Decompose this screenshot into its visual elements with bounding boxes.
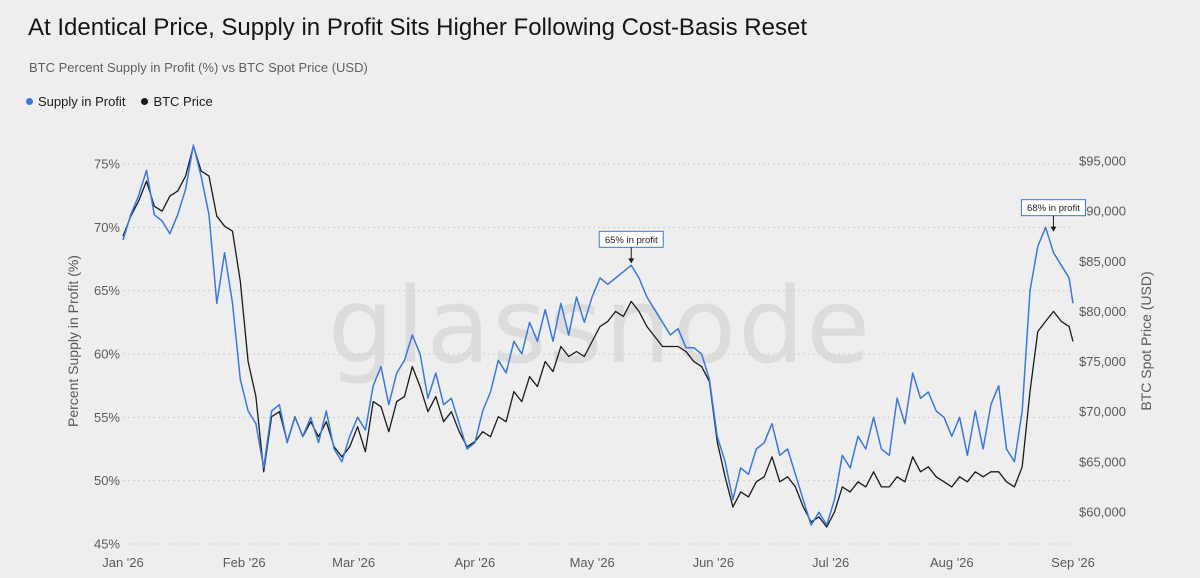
- series-group: [122, 144, 1074, 528]
- legend-marker-btc-price: [141, 98, 149, 105]
- x-axis-ticks: Jan '26 Feb '26 Mar '26 Apr '26 May '26 Jun '…: [102, 555, 1095, 570]
- watermark-glassnode: glassnode: [328, 265, 873, 387]
- x-tick-label: Apr '26: [454, 555, 495, 570]
- right-tick-label: $65,000: [1079, 454, 1126, 469]
- x-tick-label: Sep '26: [1051, 555, 1095, 570]
- x-tick-label: Jan '26: [102, 555, 144, 570]
- left-tick-label: 45%: [94, 537, 120, 552]
- left-tick-label: 60%: [94, 347, 120, 362]
- chart-subtitle: BTC Percent Supply in Profit (%) vs BTC …: [29, 60, 368, 75]
- chart-title: At Identical Price, Supply in Profit Sit…: [28, 14, 807, 41]
- grid-lines: [123, 163, 1073, 545]
- legend-item-btc-price[interactable]: BTC Price: [141, 94, 213, 109]
- legend-item-supply-in-profit[interactable]: Supply in Profit: [26, 94, 125, 109]
- annotation-arrowhead: [628, 258, 635, 264]
- x-tick-label: Aug '26: [930, 555, 974, 570]
- x-tick-label: Jun '26: [693, 555, 735, 570]
- left-tick-label: 65%: [94, 283, 120, 298]
- x-tick-label: May '26: [570, 555, 615, 570]
- annotation-label: 68% in profit: [1027, 203, 1080, 214]
- series-line-btc-price: [122, 145, 1074, 528]
- annotation: 65% in profit: [598, 230, 664, 264]
- right-axis-ticks: $60,000 $65,000 $70,000 $75,000 $80,000 $85,0…: [1079, 154, 1126, 520]
- legend-label-btc-price: BTC Price: [153, 94, 213, 109]
- left-axis-title: Percent Supply in Profit (%): [65, 255, 81, 427]
- legend-label-supply-in-profit: Supply in Profit: [38, 94, 126, 109]
- x-tick-label: Feb '26: [223, 555, 266, 570]
- series-line-supply-in-profit: [122, 144, 1074, 526]
- right-tick-label: $80,000: [1079, 304, 1126, 319]
- left-tick-label: 55%: [94, 410, 120, 425]
- right-tick-label: $75,000: [1079, 354, 1126, 369]
- right-axis-title: BTC Spot Price (USD): [1138, 271, 1154, 410]
- annotation-arrowhead: [1050, 226, 1057, 232]
- annotation: 68% in profit: [1020, 199, 1086, 232]
- annotation-label: 65% in profit: [605, 235, 658, 246]
- left-tick-label: 70%: [94, 220, 120, 235]
- legend: Supply in Profit BTC Price: [26, 94, 213, 109]
- right-tick-label: $60,000: [1079, 504, 1126, 519]
- left-tick-label: 50%: [94, 473, 120, 488]
- right-tick-label: $85,000: [1079, 254, 1126, 269]
- legend-marker-supply-in-profit: [26, 98, 33, 105]
- left-tick-label: 75%: [94, 157, 120, 172]
- x-tick-label: Jul '26: [812, 555, 849, 570]
- left-axis-ticks: 45% 50% 55% 60% 65% 70% 75%: [94, 157, 120, 552]
- x-tick-label: Mar '26: [332, 555, 375, 570]
- right-tick-label: $70,000: [1079, 404, 1126, 419]
- right-tick-label: $90,000: [1079, 204, 1126, 219]
- right-tick-label: $95,000: [1079, 154, 1126, 169]
- annotation-group: 65% in profit 68% in profit: [598, 199, 1086, 264]
